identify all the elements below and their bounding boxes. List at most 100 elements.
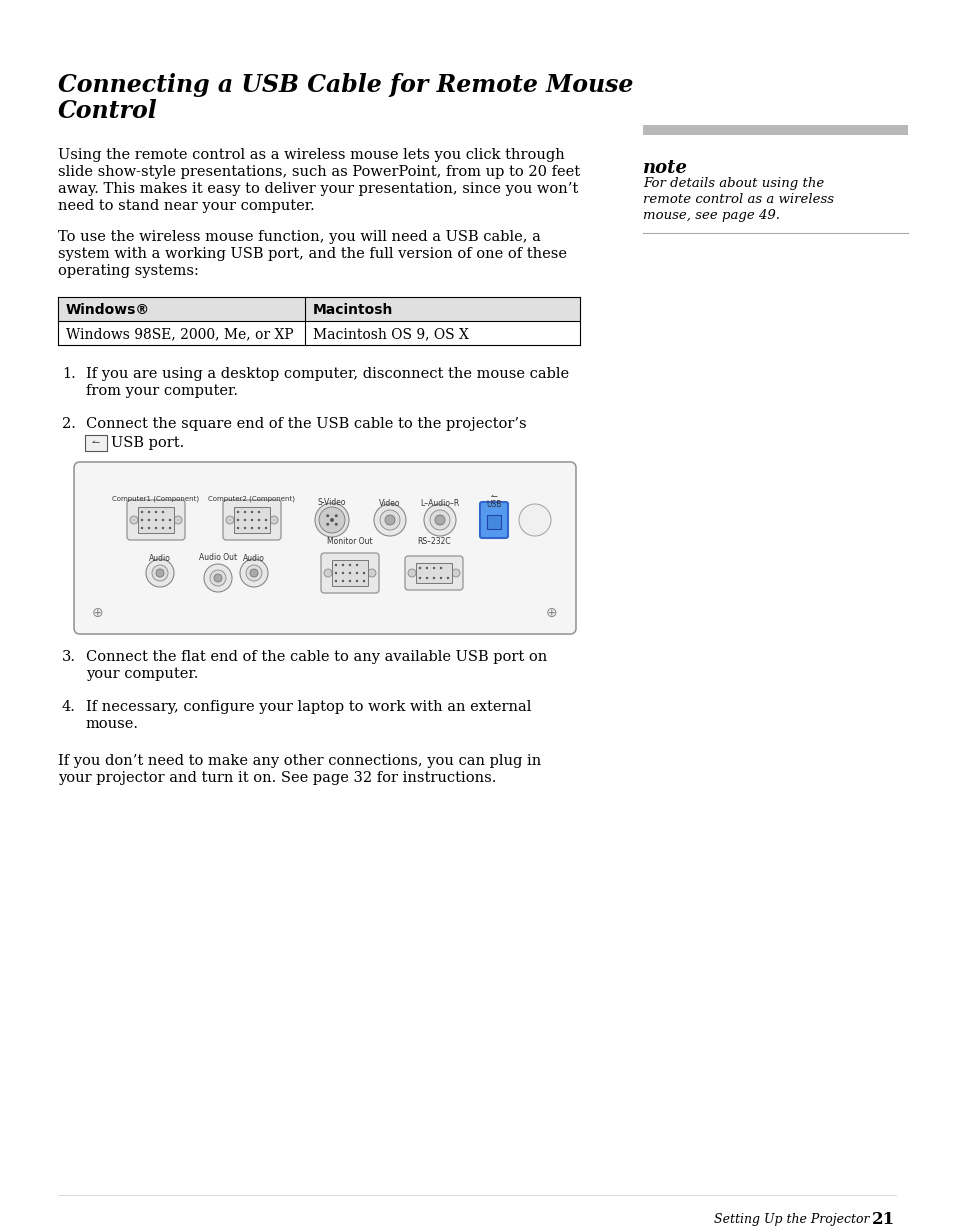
Text: Computer2 (Component): Computer2 (Component) bbox=[209, 494, 295, 502]
Circle shape bbox=[130, 517, 138, 524]
Circle shape bbox=[452, 569, 459, 577]
Text: from your computer.: from your computer. bbox=[86, 384, 237, 398]
Text: 1.: 1. bbox=[62, 367, 75, 382]
Circle shape bbox=[244, 510, 246, 513]
Circle shape bbox=[341, 572, 344, 574]
Text: Connect the square end of the USB cable to the projector’s: Connect the square end of the USB cable … bbox=[86, 417, 526, 431]
Text: slide show-style presentations, such as PowerPoint, from up to 20 feet: slide show-style presentations, such as … bbox=[58, 164, 579, 179]
Circle shape bbox=[335, 523, 337, 525]
FancyBboxPatch shape bbox=[405, 556, 462, 590]
Text: your projector and turn it on. See page 32 for instructions.: your projector and turn it on. See page … bbox=[58, 771, 496, 785]
Circle shape bbox=[335, 563, 336, 566]
Circle shape bbox=[335, 580, 336, 582]
Bar bbox=[233, 507, 270, 533]
Circle shape bbox=[251, 519, 253, 521]
Circle shape bbox=[251, 526, 253, 529]
Circle shape bbox=[152, 564, 168, 582]
Circle shape bbox=[362, 580, 365, 582]
Circle shape bbox=[244, 526, 246, 529]
Bar bbox=[416, 563, 452, 583]
Text: Connect the flat end of the cable to any available USB port on: Connect the flat end of the cable to any… bbox=[86, 650, 547, 664]
Circle shape bbox=[408, 569, 416, 577]
Text: S-Video: S-Video bbox=[317, 498, 346, 507]
Circle shape bbox=[257, 526, 260, 529]
Text: mouse, see page 49.: mouse, see page 49. bbox=[642, 209, 780, 222]
Circle shape bbox=[156, 569, 164, 577]
Circle shape bbox=[435, 515, 444, 525]
Text: Connecting a USB Cable for Remote Mouse: Connecting a USB Cable for Remote Mouse bbox=[58, 72, 633, 97]
Circle shape bbox=[154, 510, 157, 513]
FancyBboxPatch shape bbox=[74, 463, 576, 634]
Bar bbox=[138, 507, 173, 533]
Circle shape bbox=[355, 580, 357, 582]
Text: 2.: 2. bbox=[62, 417, 76, 431]
Circle shape bbox=[236, 510, 239, 513]
Text: your computer.: your computer. bbox=[86, 667, 198, 681]
Circle shape bbox=[326, 523, 329, 525]
Circle shape bbox=[141, 510, 143, 513]
Circle shape bbox=[162, 526, 164, 529]
Circle shape bbox=[148, 519, 150, 521]
Circle shape bbox=[236, 519, 239, 521]
Circle shape bbox=[314, 503, 349, 537]
Circle shape bbox=[430, 510, 450, 530]
Circle shape bbox=[204, 564, 232, 591]
Circle shape bbox=[251, 510, 253, 513]
Text: 4.: 4. bbox=[62, 699, 76, 714]
Text: 3.: 3. bbox=[62, 650, 76, 664]
Circle shape bbox=[141, 519, 143, 521]
Circle shape bbox=[349, 572, 351, 574]
Circle shape bbox=[385, 515, 395, 525]
Circle shape bbox=[162, 510, 164, 513]
Circle shape bbox=[341, 580, 344, 582]
Circle shape bbox=[169, 526, 171, 529]
Text: If you don’t need to make any other connections, you can plug in: If you don’t need to make any other conn… bbox=[58, 755, 540, 768]
Circle shape bbox=[236, 526, 239, 529]
Circle shape bbox=[270, 517, 277, 524]
Text: need to stand near your computer.: need to stand near your computer. bbox=[58, 199, 314, 213]
Circle shape bbox=[425, 567, 428, 569]
Circle shape bbox=[330, 518, 334, 521]
Circle shape bbox=[349, 563, 351, 566]
Text: Computer1 (Component): Computer1 (Component) bbox=[112, 494, 199, 502]
Circle shape bbox=[154, 526, 157, 529]
Text: If necessary, configure your laptop to work with an external: If necessary, configure your laptop to w… bbox=[86, 699, 531, 714]
FancyBboxPatch shape bbox=[223, 499, 281, 540]
Text: remote control as a wireless: remote control as a wireless bbox=[642, 193, 833, 206]
Text: If you are using a desktop computer, disconnect the mouse cable: If you are using a desktop computer, dis… bbox=[86, 367, 569, 382]
Circle shape bbox=[433, 577, 435, 579]
Circle shape bbox=[244, 519, 246, 521]
Bar bbox=[58, 297, 579, 321]
Circle shape bbox=[446, 577, 449, 579]
Circle shape bbox=[362, 572, 365, 574]
Circle shape bbox=[324, 569, 332, 577]
Circle shape bbox=[265, 526, 267, 529]
Circle shape bbox=[439, 577, 442, 579]
Circle shape bbox=[368, 569, 375, 577]
Circle shape bbox=[141, 526, 143, 529]
Circle shape bbox=[349, 580, 351, 582]
Circle shape bbox=[433, 567, 435, 569]
Circle shape bbox=[335, 572, 336, 574]
Circle shape bbox=[213, 574, 222, 582]
Circle shape bbox=[257, 510, 260, 513]
Text: away. This makes it easy to deliver your presentation, since you won’t: away. This makes it easy to deliver your… bbox=[58, 182, 578, 196]
Text: Using the remote control as a wireless mouse lets you click through: Using the remote control as a wireless m… bbox=[58, 148, 564, 162]
FancyBboxPatch shape bbox=[479, 502, 507, 537]
Circle shape bbox=[425, 577, 428, 579]
Circle shape bbox=[379, 510, 399, 530]
Text: Video: Video bbox=[379, 499, 400, 508]
Text: ⊕: ⊕ bbox=[546, 606, 558, 620]
Circle shape bbox=[374, 504, 406, 536]
Circle shape bbox=[418, 577, 421, 579]
Circle shape bbox=[439, 567, 442, 569]
Text: Macintosh OS 9, OS X: Macintosh OS 9, OS X bbox=[313, 328, 468, 341]
Circle shape bbox=[169, 519, 171, 521]
Text: USB: USB bbox=[486, 499, 501, 509]
Circle shape bbox=[265, 519, 267, 521]
Circle shape bbox=[326, 514, 329, 518]
Text: Setting Up the Projector: Setting Up the Projector bbox=[714, 1214, 869, 1226]
Text: Monitor Out: Monitor Out bbox=[327, 537, 373, 546]
Circle shape bbox=[335, 514, 337, 518]
Circle shape bbox=[162, 519, 164, 521]
